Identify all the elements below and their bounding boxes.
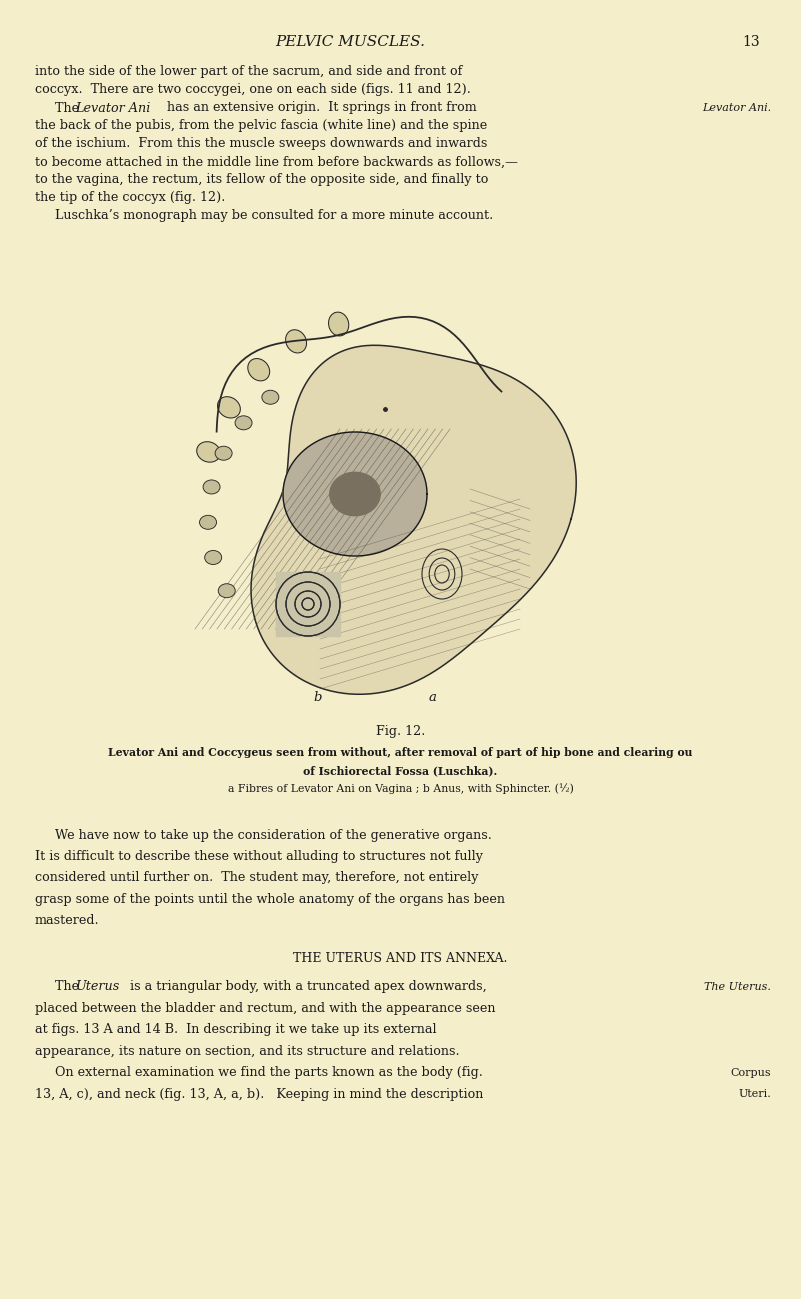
Text: Corpus: Corpus — [731, 1068, 771, 1078]
Text: We have now to take up the consideration of the generative organs.: We have now to take up the consideration… — [55, 829, 492, 842]
Text: to the vagina, the rectum, its fellow of the opposite side, and finally to: to the vagina, the rectum, its fellow of… — [35, 174, 489, 187]
Text: Luschka’s monograph may be consulted for a more minute account.: Luschka’s monograph may be consulted for… — [55, 209, 493, 222]
Polygon shape — [283, 433, 427, 556]
Text: placed between the bladder and rectum, and with the appearance seen: placed between the bladder and rectum, a… — [35, 1002, 496, 1015]
Text: at figs. 13 A and 14 B.  In describing it we take up its external: at figs. 13 A and 14 B. In describing it… — [35, 1024, 437, 1037]
Text: has an extensive origin.  It springs in front from: has an extensive origin. It springs in f… — [163, 101, 477, 114]
Ellipse shape — [215, 447, 232, 460]
Text: 13: 13 — [743, 35, 760, 49]
Text: mastered.: mastered. — [35, 914, 99, 927]
Text: to become attached in the middle line from before backwards as follows,—: to become attached in the middle line fr… — [35, 156, 518, 169]
Text: On external examination we find the parts known as the body (fig.: On external examination we find the part… — [55, 1066, 483, 1079]
Text: It is difficult to describe these without alluding to structures not fully: It is difficult to describe these withou… — [35, 850, 483, 863]
Text: a: a — [428, 691, 436, 704]
Ellipse shape — [197, 442, 220, 462]
Text: of Ischiorectal Fossa (Luschka).: of Ischiorectal Fossa (Luschka). — [304, 765, 497, 777]
Polygon shape — [276, 572, 340, 637]
Text: the tip of the coccyx (fig. 12).: the tip of the coccyx (fig. 12). — [35, 191, 225, 204]
Text: Levator Ani and Coccygeus seen from without, after removal of part of hip bone a: Levator Ani and Coccygeus seen from with… — [108, 747, 693, 759]
Text: THE UTERUS AND ITS ANNEXA.: THE UTERUS AND ITS ANNEXA. — [293, 952, 508, 965]
Text: considered until further on.  The student may, therefore, not entirely: considered until further on. The student… — [35, 872, 478, 885]
Ellipse shape — [199, 516, 216, 529]
Text: Levator Ani: Levator Ani — [75, 101, 151, 114]
Text: the back of the pubis, from the pelvic fascia (white line) and the spine: the back of the pubis, from the pelvic f… — [35, 120, 487, 132]
Ellipse shape — [218, 396, 240, 418]
Ellipse shape — [235, 416, 252, 430]
Text: grasp some of the points until the whole anatomy of the organs has been: grasp some of the points until the whole… — [35, 892, 505, 905]
Text: Levator Ani.: Levator Ani. — [702, 103, 771, 113]
Text: Fig. 12.: Fig. 12. — [376, 725, 425, 738]
Polygon shape — [251, 346, 576, 694]
Text: 13, A, c), and neck (fig. 13, A, a, b).   Keeping in mind the description: 13, A, c), and neck (fig. 13, A, a, b). … — [35, 1089, 483, 1102]
Ellipse shape — [248, 359, 270, 381]
Text: b: b — [314, 691, 322, 704]
Ellipse shape — [286, 330, 307, 353]
Text: PELVIC MUSCLES.: PELVIC MUSCLES. — [276, 35, 425, 49]
Text: The: The — [55, 981, 83, 994]
Text: a Fibres of Levator Ani on Vagina ; b Anus, with Sphincter. (½): a Fibres of Levator Ani on Vagina ; b An… — [227, 783, 574, 795]
Text: Uteri.: Uteri. — [739, 1090, 771, 1099]
Text: coccyx.  There are two coccygei, one on each side (figs. 11 and 12).: coccyx. There are two coccygei, one on e… — [35, 83, 471, 96]
Text: is a triangular body, with a truncated apex downwards,: is a triangular body, with a truncated a… — [127, 981, 487, 994]
Text: into the side of the lower part of the sacrum, and side and front of: into the side of the lower part of the s… — [35, 65, 462, 78]
Text: of the ischium.  From this the muscle sweeps downwards and inwards: of the ischium. From this the muscle swe… — [35, 138, 487, 151]
Ellipse shape — [205, 551, 222, 565]
Text: appearance, its nature on section, and its structure and relations.: appearance, its nature on section, and i… — [35, 1044, 460, 1057]
Text: The: The — [55, 101, 83, 114]
Polygon shape — [330, 473, 380, 516]
Text: The Uterus.: The Uterus. — [704, 982, 771, 992]
Ellipse shape — [203, 479, 220, 494]
Ellipse shape — [218, 583, 235, 598]
Ellipse shape — [328, 312, 348, 336]
Text: Uterus: Uterus — [75, 981, 120, 994]
Ellipse shape — [262, 390, 279, 404]
